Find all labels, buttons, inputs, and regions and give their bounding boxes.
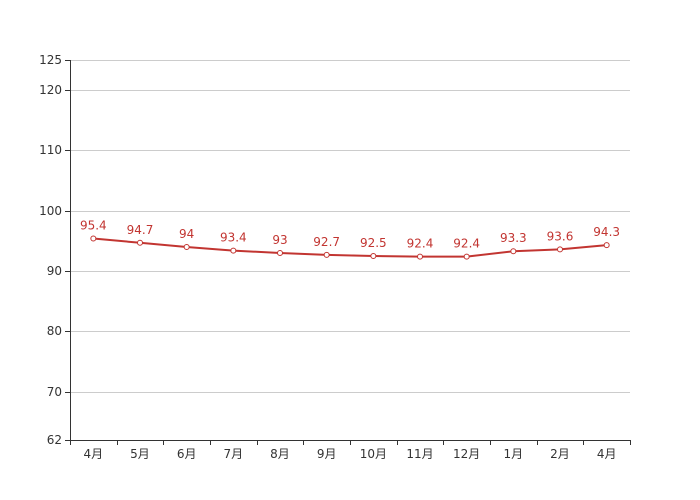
data-point[interactable]: [183, 243, 190, 250]
x-axis-tick-labels: 4月 5月 6月 7月 8月 9月 10月 11月 12月 1月 2月 4月: [84, 447, 617, 461]
data-points: [90, 235, 610, 260]
data-label: 92.4: [453, 237, 480, 251]
y-tick-label: 120: [39, 83, 62, 97]
x-tick-label: 9月: [317, 447, 337, 461]
data-label: 92.5: [360, 236, 387, 250]
y-tick-label: 62: [47, 433, 62, 447]
y-axis-tick-labels: 62 70 80 90 100 110 120 125: [39, 53, 62, 447]
x-tick-label: 11月: [406, 447, 433, 461]
data-label: 93: [272, 233, 287, 247]
data-point[interactable]: [557, 246, 563, 253]
y-tick-label: 125: [39, 53, 62, 67]
axes: [65, 60, 631, 445]
x-tick-label: 4月: [84, 447, 104, 461]
y-tick-label: 80: [47, 324, 62, 338]
x-tick-label: 6月: [177, 447, 197, 461]
grid-lines: [70, 60, 630, 393]
data-point[interactable]: [137, 239, 143, 246]
data-label: 94: [179, 227, 194, 241]
x-tick-label: 10月: [360, 447, 387, 461]
data-point[interactable]: [463, 253, 470, 260]
series-line: [93, 237, 607, 258]
data-label: 92.4: [407, 237, 434, 251]
y-tick-label: 70: [47, 385, 62, 399]
data-labels: 95.4 94.7 94 93.4 93 92.7 92.5 92.4 92.4 93.3 93.6…: [80, 219, 620, 251]
x-tick-label: 7月: [224, 447, 244, 461]
data-label: 94.3: [593, 225, 620, 239]
data-point[interactable]: [323, 251, 330, 258]
data-point[interactable]: [90, 235, 97, 242]
data-label: 93.4: [220, 231, 247, 245]
x-tick-label: 5月: [130, 447, 150, 461]
data-point[interactable]: [230, 247, 237, 254]
data-point[interactable]: [510, 248, 517, 255]
data-label: 94.7: [127, 223, 154, 237]
data-label: 93.6: [547, 229, 574, 243]
data-label: 95.4: [80, 219, 107, 233]
y-tick-label: 100: [39, 204, 62, 218]
x-tick-label: 8月: [270, 447, 290, 461]
x-tick-label: 4月: [597, 447, 617, 461]
x-tick-label: 1月: [504, 447, 524, 461]
data-point[interactable]: [370, 253, 377, 260]
data-point[interactable]: [277, 250, 283, 257]
data-label: 92.7: [313, 235, 340, 249]
x-tick-label: 12月: [453, 447, 480, 461]
series-line-layer: [93, 237, 607, 258]
data-point[interactable]: [603, 242, 610, 249]
y-tick-label: 110: [39, 143, 62, 157]
y-tick-label: 90: [47, 264, 62, 278]
x-tick-label: 2月: [550, 447, 570, 461]
data-point[interactable]: [417, 253, 423, 260]
data-label: 93.3: [500, 231, 527, 245]
